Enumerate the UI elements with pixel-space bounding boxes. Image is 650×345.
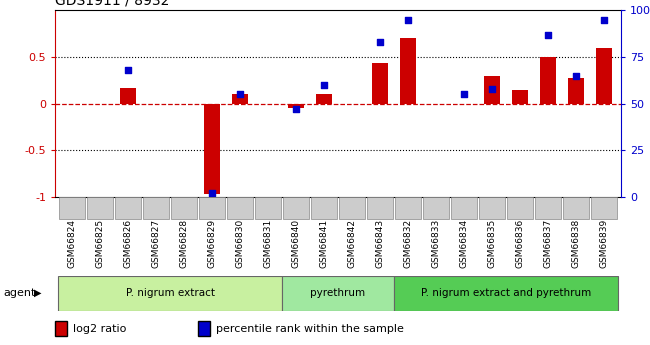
- Text: GSM66828: GSM66828: [179, 219, 188, 268]
- FancyBboxPatch shape: [58, 276, 282, 310]
- Point: [403, 17, 413, 22]
- Text: pyrethrum: pyrethrum: [311, 288, 365, 298]
- Text: GSM66824: GSM66824: [68, 219, 77, 268]
- FancyBboxPatch shape: [114, 197, 142, 219]
- Text: GSM66830: GSM66830: [235, 219, 244, 268]
- Point: [375, 39, 385, 45]
- Bar: [568, 78, 584, 104]
- FancyBboxPatch shape: [394, 276, 618, 310]
- Point: [599, 17, 609, 22]
- Text: GSM66837: GSM66837: [543, 219, 552, 268]
- Text: GSM66842: GSM66842: [348, 219, 356, 268]
- Text: GSM66825: GSM66825: [96, 219, 105, 268]
- Text: GSM66826: GSM66826: [124, 219, 133, 268]
- Text: GSM66841: GSM66841: [320, 219, 328, 268]
- Bar: [317, 94, 332, 103]
- Text: GSM66840: GSM66840: [291, 219, 300, 268]
- FancyBboxPatch shape: [142, 197, 170, 219]
- Bar: [484, 76, 500, 104]
- Bar: [400, 38, 416, 104]
- Text: P. nigrum extract: P. nigrum extract: [125, 288, 214, 298]
- FancyBboxPatch shape: [506, 197, 534, 219]
- FancyBboxPatch shape: [86, 197, 114, 219]
- Text: GSM66838: GSM66838: [571, 219, 580, 268]
- Text: agent: agent: [3, 288, 36, 298]
- Text: P. nigrum extract and pyrethrum: P. nigrum extract and pyrethrum: [421, 288, 591, 298]
- FancyBboxPatch shape: [478, 197, 506, 219]
- Point: [235, 91, 245, 97]
- FancyBboxPatch shape: [283, 197, 309, 219]
- FancyBboxPatch shape: [255, 197, 281, 219]
- Text: ▶: ▶: [34, 288, 42, 298]
- Text: GSM66834: GSM66834: [460, 219, 469, 268]
- Text: GSM66833: GSM66833: [432, 219, 441, 268]
- Text: GSM66827: GSM66827: [151, 219, 161, 268]
- Point: [571, 73, 581, 78]
- FancyBboxPatch shape: [590, 197, 618, 219]
- Text: percentile rank within the sample: percentile rank within the sample: [216, 324, 404, 334]
- Text: GDS1911 / 8932: GDS1911 / 8932: [55, 0, 170, 8]
- FancyBboxPatch shape: [58, 197, 86, 219]
- FancyBboxPatch shape: [311, 197, 337, 219]
- FancyBboxPatch shape: [422, 197, 449, 219]
- Bar: [596, 48, 612, 104]
- FancyBboxPatch shape: [562, 197, 590, 219]
- FancyBboxPatch shape: [227, 197, 254, 219]
- Point: [459, 91, 469, 97]
- FancyBboxPatch shape: [395, 197, 421, 219]
- Text: GSM66843: GSM66843: [376, 219, 385, 268]
- Bar: [204, 104, 220, 194]
- Text: GSM66839: GSM66839: [599, 219, 608, 268]
- Text: GSM66832: GSM66832: [404, 219, 413, 268]
- Bar: [120, 88, 136, 103]
- Text: GSM66831: GSM66831: [263, 219, 272, 268]
- Point: [487, 86, 497, 91]
- Bar: [289, 104, 304, 108]
- Point: [318, 82, 329, 88]
- Bar: [232, 94, 248, 103]
- Point: [543, 32, 553, 37]
- FancyBboxPatch shape: [367, 197, 393, 219]
- FancyBboxPatch shape: [282, 276, 394, 310]
- Point: [291, 106, 301, 112]
- Point: [207, 190, 217, 196]
- FancyBboxPatch shape: [170, 197, 198, 219]
- Text: GSM66829: GSM66829: [207, 219, 216, 268]
- FancyBboxPatch shape: [450, 197, 477, 219]
- Text: GSM66835: GSM66835: [488, 219, 497, 268]
- FancyBboxPatch shape: [199, 197, 226, 219]
- Text: log2 ratio: log2 ratio: [73, 324, 127, 334]
- FancyBboxPatch shape: [339, 197, 365, 219]
- Bar: [372, 63, 387, 104]
- Bar: [512, 89, 528, 104]
- Bar: [540, 57, 556, 104]
- Text: GSM66836: GSM66836: [515, 219, 525, 268]
- FancyBboxPatch shape: [534, 197, 562, 219]
- Point: [123, 67, 133, 73]
